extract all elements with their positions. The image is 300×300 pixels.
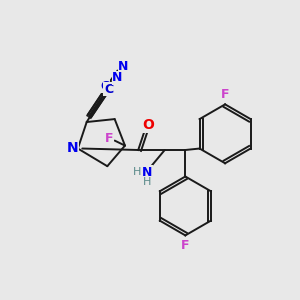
Text: H: H bbox=[143, 177, 151, 188]
Text: N: N bbox=[67, 141, 78, 155]
Text: N: N bbox=[112, 71, 122, 84]
Text: N: N bbox=[118, 60, 129, 73]
Text: H: H bbox=[133, 167, 142, 177]
Text: N: N bbox=[142, 166, 152, 178]
Text: F: F bbox=[221, 88, 229, 100]
Text: F: F bbox=[181, 239, 190, 252]
Text: F: F bbox=[104, 132, 113, 145]
Text: C: C bbox=[101, 80, 110, 93]
Text: C: C bbox=[104, 82, 113, 95]
Text: O: O bbox=[142, 118, 154, 132]
